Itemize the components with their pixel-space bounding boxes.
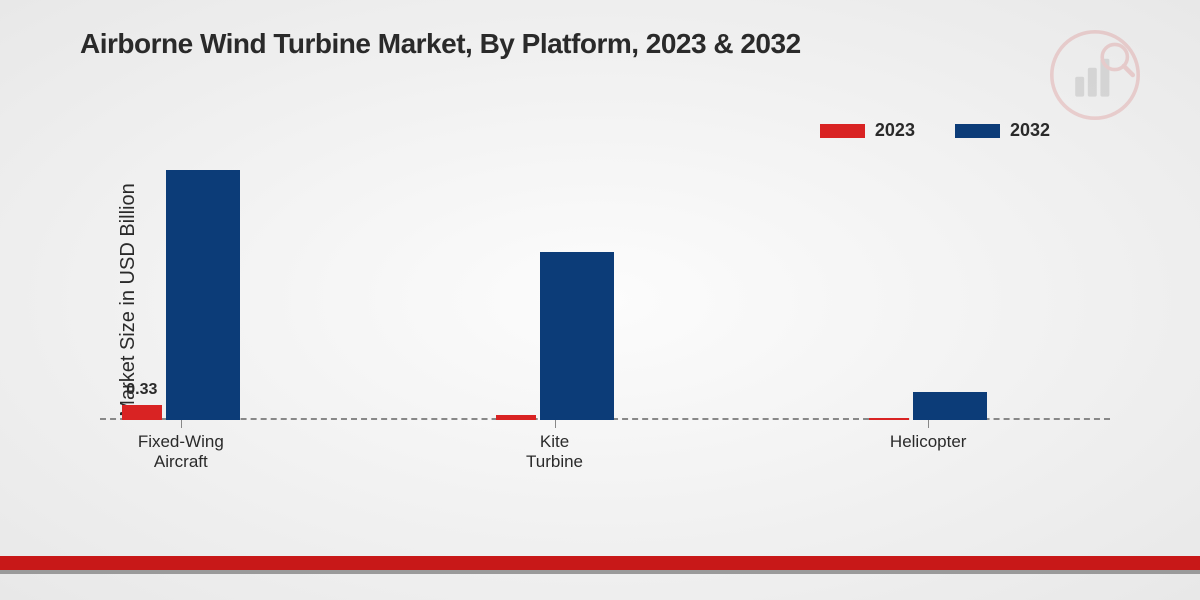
bar [540,252,614,420]
bar-group: 0.33 [122,170,240,420]
chart-root: Airborne Wind Turbine Market, By Platfor… [0,0,1200,600]
bar: 0.33 [122,405,162,420]
legend-item-2023: 2023 [820,120,915,141]
bar-group [496,252,614,420]
category-label: Helicopter [890,432,967,452]
bar-value-label: 0.33 [126,381,157,399]
legend-label-2023: 2023 [875,120,915,141]
bar [496,415,536,420]
brand-logo [1050,30,1140,120]
bar-group [869,392,987,420]
footer-shadow [0,570,1200,574]
legend-swatch-2032 [955,124,1000,138]
plot-area: 0.33Fixed-Wing AircraftKite TurbineHelic… [100,170,1110,420]
axis-tick [555,420,556,428]
chart-title: Airborne Wind Turbine Market, By Platfor… [80,28,801,60]
axis-tick [928,420,929,428]
category-label: Kite Turbine [526,432,583,472]
bar [869,418,909,420]
bar [166,170,240,420]
category-label: Fixed-Wing Aircraft [138,432,224,472]
legend: 2023 2032 [820,120,1050,141]
legend-item-2032: 2032 [955,120,1050,141]
legend-swatch-2023 [820,124,865,138]
legend-label-2032: 2032 [1010,120,1050,141]
footer-bar [0,556,1200,570]
axis-tick [181,420,182,428]
bar [913,392,987,420]
